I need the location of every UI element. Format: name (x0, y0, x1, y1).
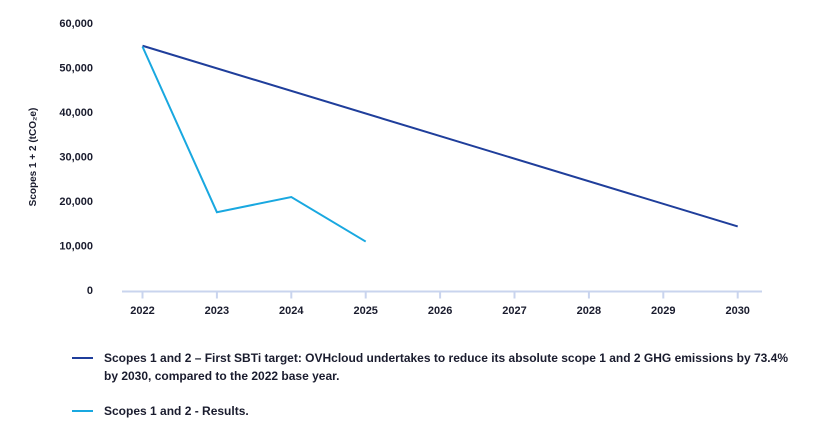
y-axis-tick-labels: 0 10,000 20,000 30,000 40,000 50,000 60,000 (59, 18, 93, 297)
legend-label-target: Scopes 1 and 2 – First SBTi target: OVHc… (104, 351, 788, 383)
y-axis-title: Scopes 1 + 2 (tCO₂e) (28, 108, 39, 207)
legend-item-target: Scopes 1 and 2 – First SBTi target: OVHc… (72, 349, 812, 385)
series-line-1 (141, 46, 367, 243)
legend-item-results: Scopes 1 and 2 - Results. (72, 402, 812, 420)
x-tick-label: 2028 (577, 305, 601, 317)
y-tick-label: 50,000 (59, 63, 93, 75)
x-tick-label: 2025 (353, 305, 377, 317)
x-axis (122, 290, 762, 299)
y-tick-label: 10,000 (59, 241, 93, 253)
x-tick-label: 2029 (651, 305, 675, 317)
y-tick-label: 20,000 (59, 196, 93, 208)
x-tick-label: 2022 (130, 305, 154, 317)
y-tick-label: 0 (87, 285, 93, 297)
x-tick-label: 2027 (502, 305, 526, 317)
legend-label-results: Scopes 1 and 2 - Results. (104, 404, 249, 418)
x-tick-label: 2024 (279, 305, 304, 317)
series-line-0 (142, 44, 738, 228)
chart-legend: Scopes 1 and 2 – First SBTi target: OVHc… (72, 349, 812, 437)
series-lines (141, 44, 738, 243)
x-tick-label: 2026 (428, 305, 452, 317)
x-tick-label: 2030 (725, 305, 749, 317)
x-axis-tick-labels: 2022 2023 2024 2025 2026 2027 2028 2029 2030 (130, 305, 750, 317)
x-tick-label: 2023 (205, 305, 229, 317)
y-tick-label: 60,000 (59, 18, 93, 30)
chart-plot-area: Scopes 1 + 2 (tCO₂e) 0 10,000 20,000 30,000… (28, 18, 762, 317)
legend-swatch-results-line (72, 410, 93, 412)
y-tick-label: 30,000 (59, 152, 93, 164)
legend-swatch-target-line (72, 357, 93, 359)
y-tick-label: 40,000 (59, 107, 93, 119)
